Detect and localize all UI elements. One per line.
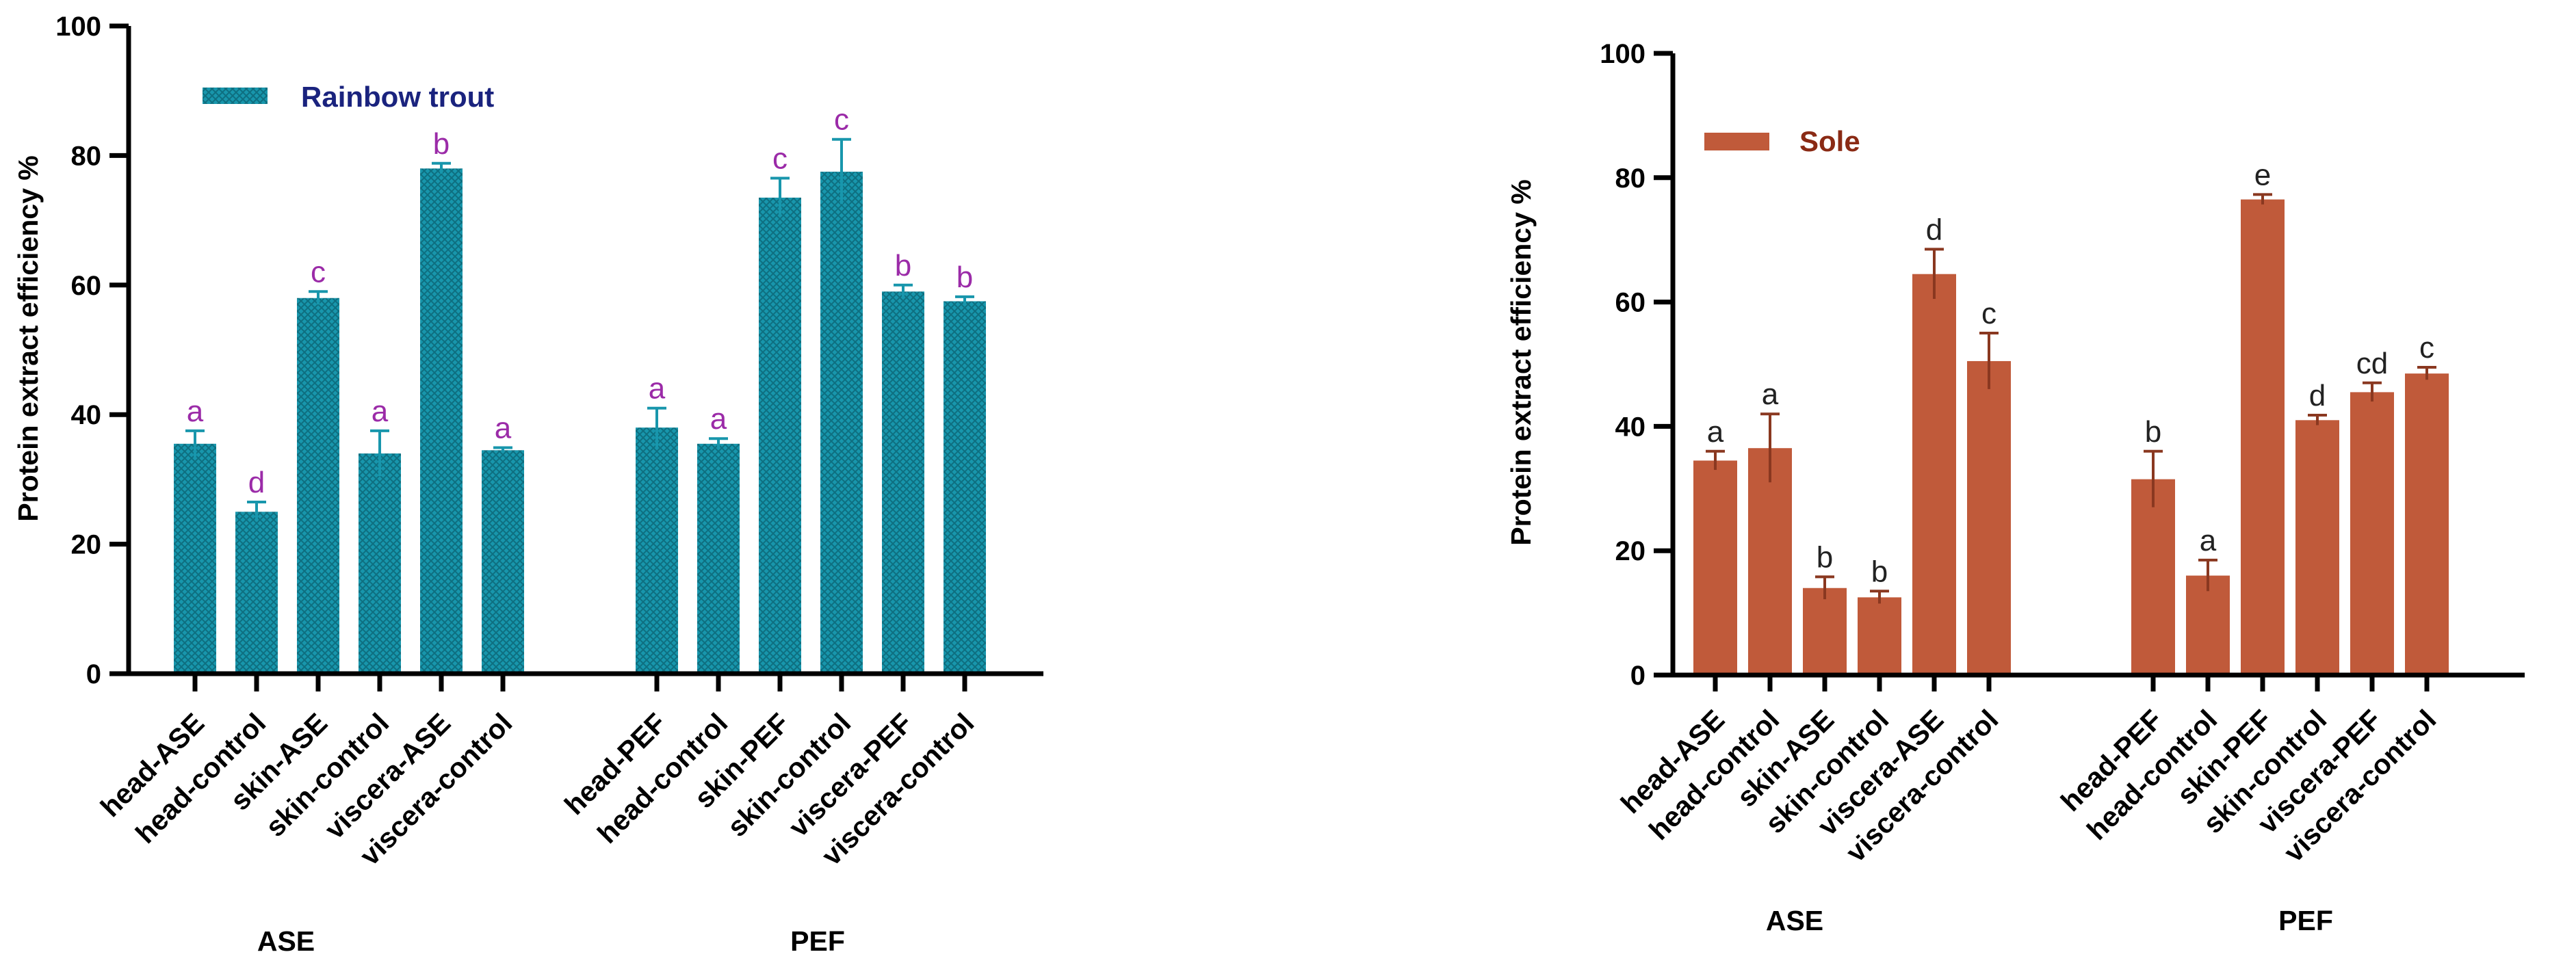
trout-category-labels: head-ASEhead-controlskin-ASEskin-control… [94,707,980,871]
trout-group-label: ASE [257,925,315,957]
sole-bar [2131,479,2175,675]
trout-significance-letter: d [248,466,265,499]
trout-y-tick-label: 0 [86,659,101,689]
sole-significance-letter: e [2254,158,2271,192]
sole-group-label: PEF [2278,905,2333,936]
trout-bar [482,450,524,674]
sole-bars [1693,199,2449,675]
trout-bar [174,443,216,674]
trout-significance-letter: b [957,261,973,294]
sole-significance-letter: a [1762,378,1779,411]
sole-bar [2295,420,2339,675]
trout-bars [174,168,986,674]
trout-significance-letter: c [772,142,788,176]
sole-bar [1748,448,1792,675]
trout-legend-label: Rainbow trout [301,81,494,113]
sole-bar [1967,360,2011,675]
trout-group-labels: ASE PEF [257,925,845,957]
trout-significance-letter: a [710,402,727,436]
sole-bar [2405,373,2449,675]
trout-bar [636,427,678,674]
sole-significance-letter: a [1707,415,1724,449]
trout-significance-letter: b [433,127,450,161]
sole-y-tick-label: 80 [1615,163,1646,194]
trout-bar [820,172,863,674]
trout-y-tick-label: 80 [71,141,102,171]
sole-legend-label: Sole [1799,125,1860,157]
sole-significance-letter: b [1817,540,1833,574]
sole-bar [2350,392,2394,675]
chart-rainbow-trout: Protein extract efficiency % Rainbow tro… [12,12,1043,957]
sole-bar [2186,575,2230,675]
trout-group-label: PEF [790,925,845,957]
trout-bar [297,298,339,674]
sole-legend: Sole [1704,125,1860,157]
trout-error-bars [185,137,974,522]
trout-significance-letter: a [187,395,204,428]
sole-bar [1803,588,1847,675]
trout-significance-letter: c [834,103,849,137]
trout-significance-letter: b [895,249,911,282]
sole-error-bars [1706,193,2436,604]
sole-significance-letter: d [2309,379,2326,412]
trout-bar [882,291,924,674]
sole-bar [1858,597,1901,675]
sole-significance-letter: b [1871,555,1888,588]
sole-y-tick-label: 20 [1615,536,1646,566]
sole-significance-letter: cd [2356,347,2388,380]
sole-bar [1693,460,1737,675]
sole-category-labels: head-ASEhead-controlskin-ASEskin-control… [1615,704,2442,868]
sole-y-tick-label: 0 [1630,661,1645,691]
trout-significance-letters: a d c a b a a a c c b b [187,103,973,499]
trout-y-axis-label: Protein extract efficiency % [12,155,44,521]
sole-significance-letter: c [2419,331,2434,365]
sole-legend-swatch [1704,133,1769,150]
trout-bar [420,168,463,674]
sole-y-tick-label: 40 [1615,412,1646,442]
trout-y-tick-label: 100 [55,12,101,42]
sole-y-axis-label: Protein extract efficiency % [1505,179,1537,545]
trout-y-tick-label: 60 [71,271,102,301]
sole-axes: 0 20 40 60 80 100 [1600,39,2525,691]
trout-bar [235,512,278,674]
trout-bar [944,301,986,674]
sole-significance-letter: c [1981,297,1996,330]
trout-bar [759,197,801,674]
sole-group-labels: ASE PEF [1766,905,2333,936]
trout-significance-letter: a [649,372,666,406]
trout-bar [359,453,401,674]
sole-group-label: ASE [1766,905,1823,936]
sole-significance-letter: d [1926,213,1942,246]
trout-axes: 0 20 40 60 80 100 [55,12,1043,691]
sole-y-tick-label: 100 [1600,39,1645,69]
trout-bar [697,443,740,674]
sole-significance-letter: b [2145,415,2161,449]
trout-legend-swatch [203,88,268,104]
sole-significance-letter: a [2200,524,2217,557]
chart-sole: Protein extract efficiency % Sole aab bdc… [1505,39,2525,936]
sole-bar [2241,199,2285,675]
trout-significance-letter: c [311,255,326,289]
sole-bar [1912,274,1956,675]
trout-significance-letter: a [372,395,389,428]
trout-y-tick-label: 40 [71,400,102,430]
trout-significance-letter: a [495,411,512,445]
trout-y-tick-label: 20 [71,530,102,560]
trout-legend: Rainbow trout [203,81,494,113]
sole-y-tick-label: 60 [1615,288,1646,318]
